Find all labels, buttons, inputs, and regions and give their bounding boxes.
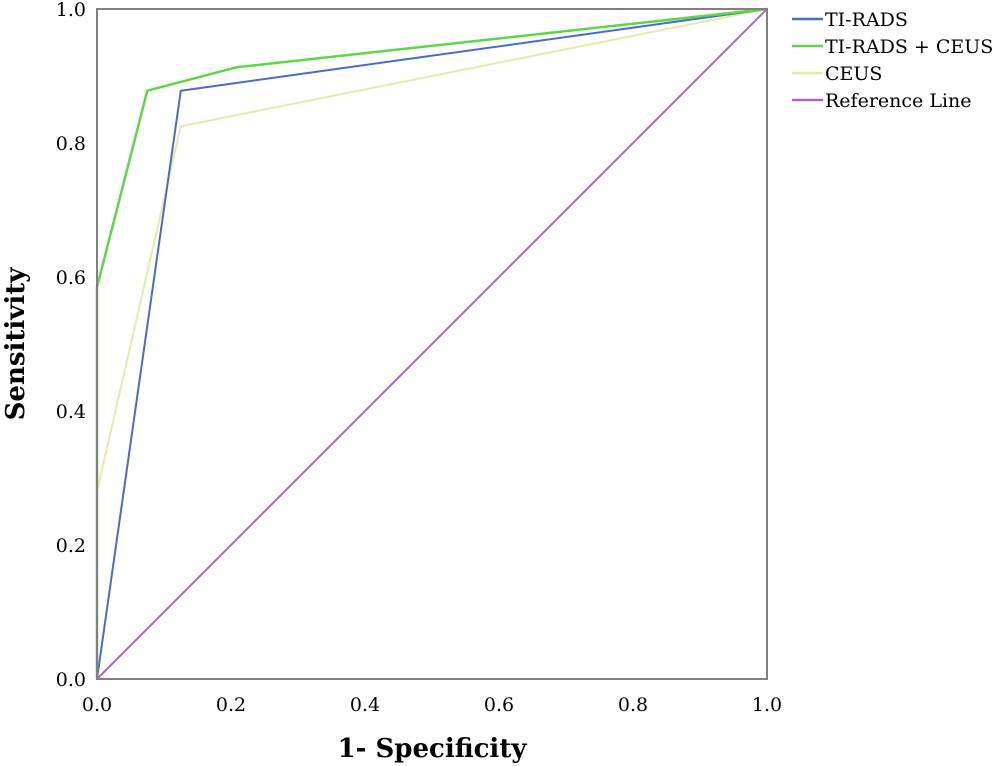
x-tick-label: 0.4 bbox=[350, 694, 380, 716]
x-tick-label: 1.0 bbox=[752, 694, 782, 716]
series-layer bbox=[95, 7, 768, 680]
y-tick-label: 0.4 bbox=[56, 401, 86, 423]
y-tick-label: 0.6 bbox=[56, 267, 86, 289]
legend: TI-RADS TI-RADS + CEUS CEUS Reference Line bbox=[792, 9, 993, 112]
series-line-reference-line bbox=[96, 8, 768, 680]
legend-label: CEUS bbox=[825, 63, 882, 85]
x-axis-title: 1- Specificity bbox=[338, 734, 528, 764]
y-tick-label: 1.0 bbox=[56, 0, 86, 21]
y-tick-label: 0.8 bbox=[56, 133, 86, 155]
legend-label: Reference Line bbox=[825, 90, 972, 112]
x-tick-label: 0.2 bbox=[216, 694, 246, 716]
x-tick-label: 0.0 bbox=[82, 694, 112, 716]
y-axis-title: Sensitivity bbox=[1, 267, 31, 421]
legend-label: TI-RADS bbox=[825, 9, 908, 31]
legend-label: TI-RADS + CEUS bbox=[825, 36, 993, 58]
plot-frame bbox=[96, 8, 768, 680]
y-tick-label: 0.2 bbox=[56, 535, 86, 557]
series-line-ti-rads bbox=[96, 8, 768, 680]
x-tick-label: 0.6 bbox=[484, 694, 514, 716]
x-tick-label: 0.8 bbox=[618, 694, 648, 716]
y-tick-label: 0.0 bbox=[56, 669, 86, 691]
ticks-layer: 0.0 0.2 0.4 0.6 0.8 1.0 0.0 0.2 0.4 0.6 0.8 1.0 bbox=[56, 0, 782, 716]
